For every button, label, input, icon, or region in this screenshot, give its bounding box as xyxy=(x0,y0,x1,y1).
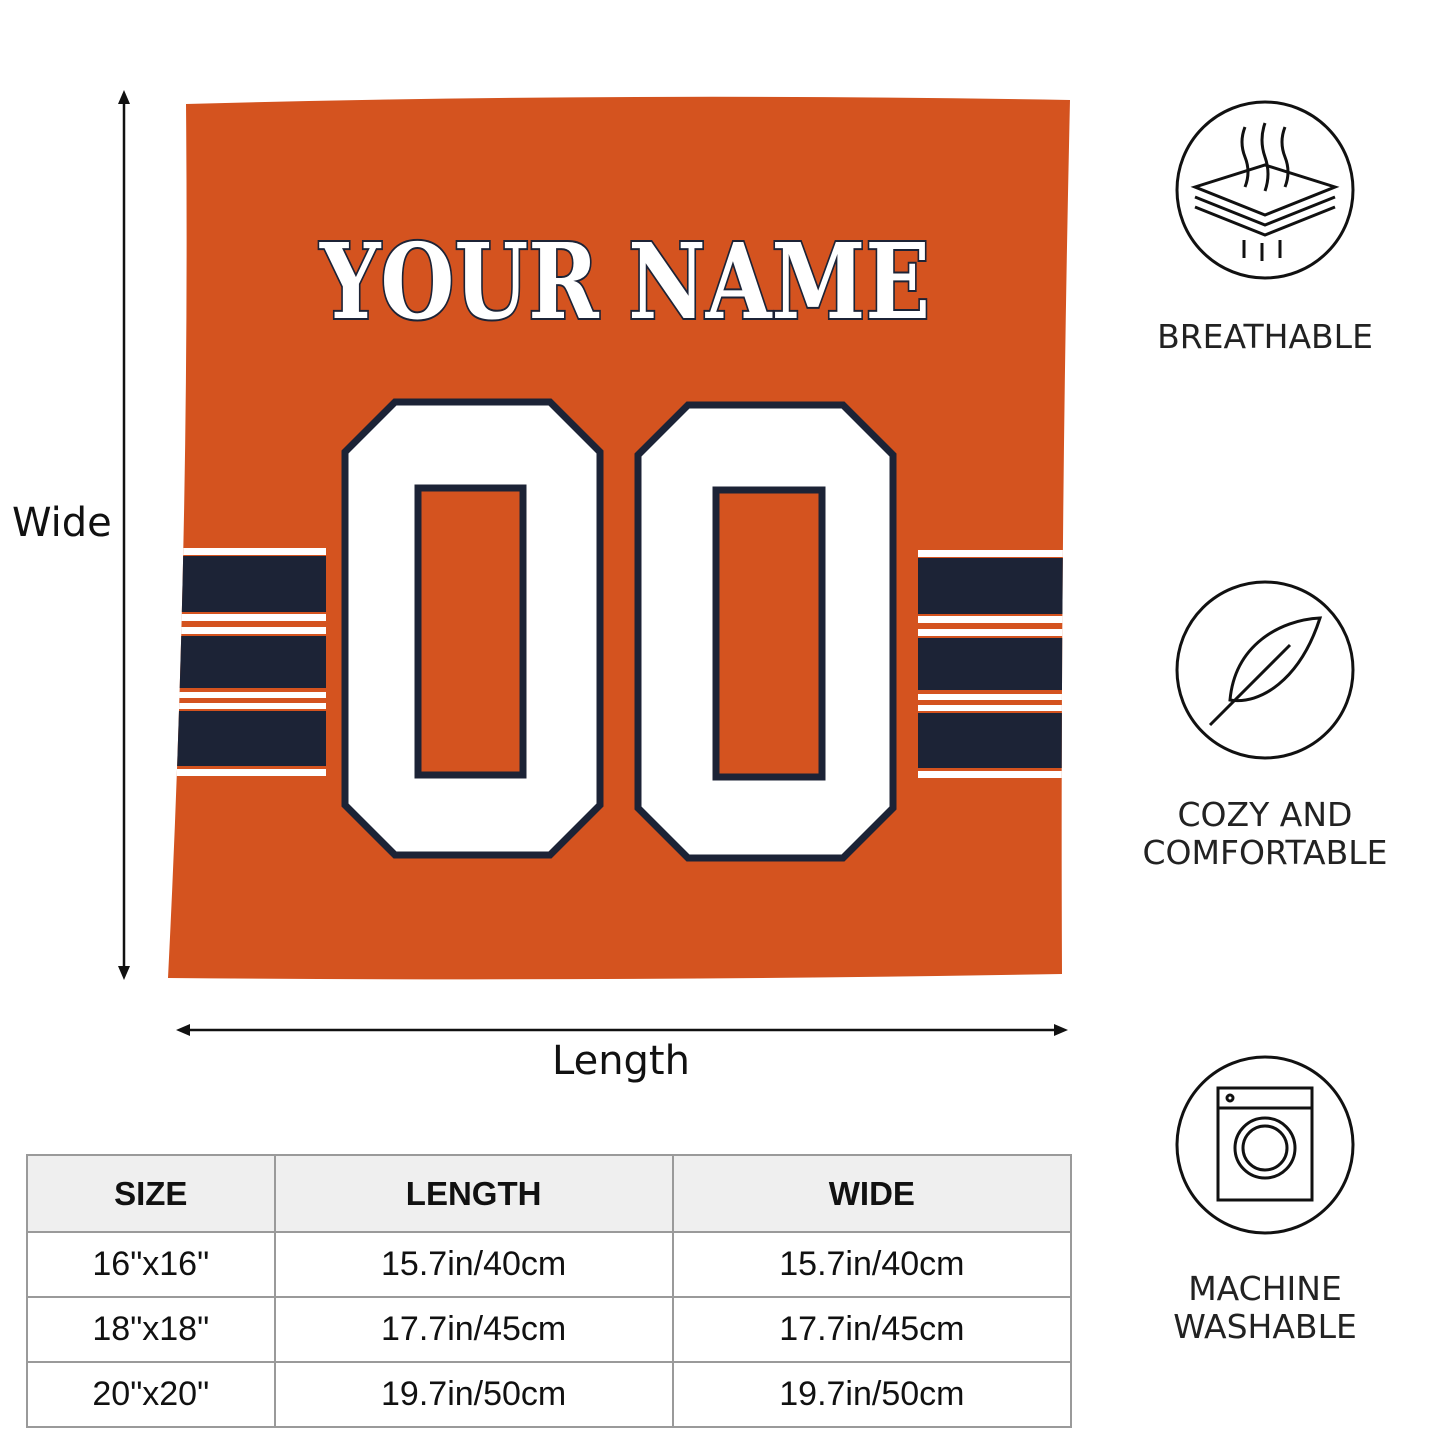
feather-icon xyxy=(1175,580,1355,760)
cell-wide: 17.7in/45cm xyxy=(671,1296,1073,1363)
jersey-number xyxy=(341,398,897,862)
breathable-layers-icon xyxy=(1175,100,1355,280)
cell-length: 15.7in/40cm xyxy=(273,1231,674,1298)
length-label: Length xyxy=(552,1038,690,1084)
cell-wide: 15.7in/40cm xyxy=(671,1231,1073,1298)
cell-size: 18"x18" xyxy=(26,1296,276,1363)
wide-label: Wide xyxy=(12,500,112,546)
table-row: 16"x16" 15.7in/40cm 15.7in/40cm xyxy=(26,1231,1073,1298)
feature-label-line: COMFORTABLE xyxy=(1142,833,1388,872)
feature-label-line: WASHABLE xyxy=(1173,1307,1357,1346)
table-row: 18"x18" 17.7in/45cm 17.7in/45cm xyxy=(26,1296,1073,1363)
length-arrow xyxy=(176,1024,1068,1036)
feature-label-cozy: COZY AND COMFORTABLE xyxy=(1115,796,1415,872)
sleeve-stripes xyxy=(168,548,1070,778)
feature-label-washable: MACHINE WASHABLE xyxy=(1115,1270,1415,1346)
header-length: LENGTH xyxy=(273,1154,674,1233)
cell-wide: 19.7in/50cm xyxy=(671,1361,1073,1428)
wide-arrow xyxy=(118,90,130,980)
cell-length: 19.7in/50cm xyxy=(273,1361,674,1428)
table-row: 20"x20" 19.7in/50cm 19.7in/50cm xyxy=(26,1361,1073,1428)
cell-size: 20"x20" xyxy=(26,1361,276,1428)
washing-machine-icon xyxy=(1175,1055,1355,1235)
feature-label-line: COZY AND xyxy=(1177,795,1353,834)
header-wide: WIDE xyxy=(671,1154,1073,1233)
feature-label-breathable: BREATHABLE xyxy=(1115,318,1415,356)
table-header-row: SIZE LENGTH WIDE xyxy=(26,1154,1073,1233)
feature-label-line: MACHINE xyxy=(1188,1269,1342,1308)
size-table: SIZE LENGTH WIDE 16"x16" 15.7in/40cm 15.… xyxy=(26,1154,1073,1428)
cell-length: 17.7in/45cm xyxy=(273,1296,674,1363)
feature-label-line: BREATHABLE xyxy=(1157,317,1373,356)
cell-size: 16"x16" xyxy=(26,1231,276,1298)
player-name-text: YOUR NAME xyxy=(319,220,930,343)
header-size: SIZE xyxy=(26,1154,276,1233)
